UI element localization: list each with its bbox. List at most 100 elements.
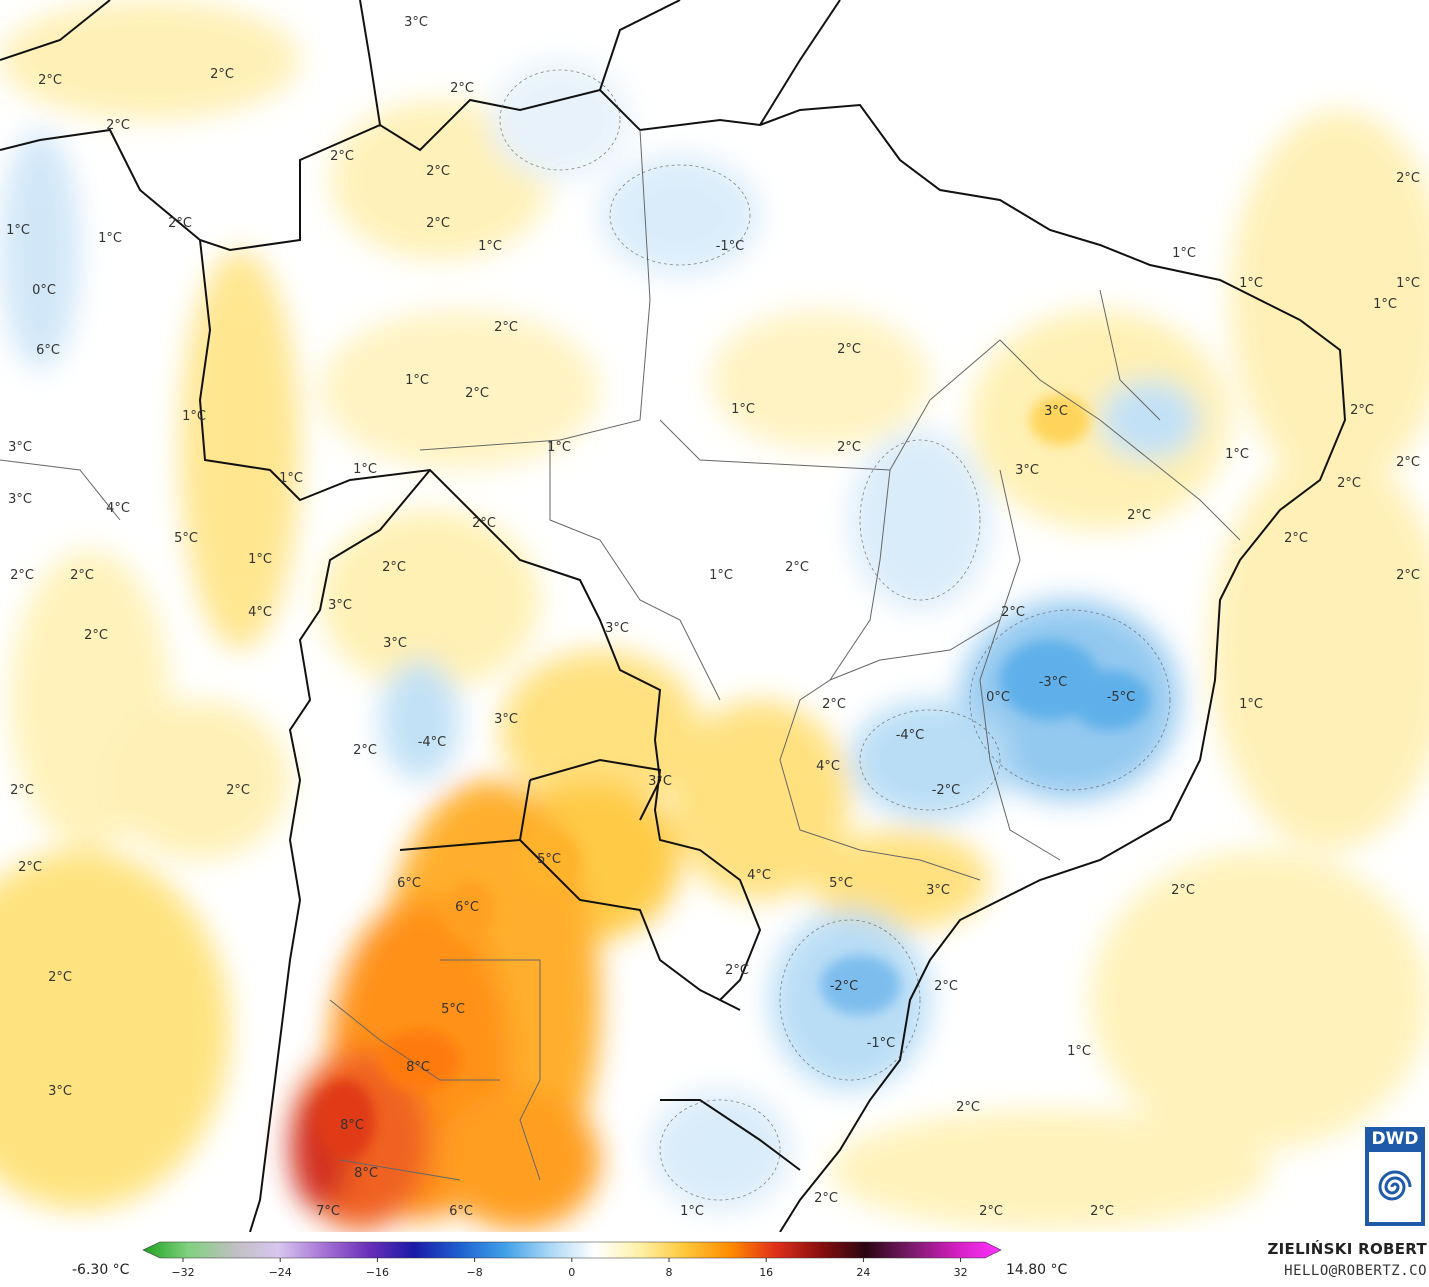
temperature-label: 4°C — [816, 759, 840, 774]
temperature-label: 2°C — [210, 67, 234, 82]
temperature-label: 2°C — [494, 320, 518, 335]
temperature-label: 2°C — [465, 386, 489, 401]
temperature-label: -2°C — [932, 783, 961, 798]
temperature-label: 4°C — [248, 605, 272, 620]
temperature-label: -2°C — [830, 979, 859, 994]
colorbar-tick-label: 8 — [666, 1266, 673, 1279]
temperature-label: 2°C — [1090, 1204, 1114, 1219]
temperature-label: 8°C — [354, 1166, 378, 1181]
temperature-label: 1°C — [1239, 276, 1263, 291]
temperature-label: 2°C — [353, 743, 377, 758]
temperature-label: 7°C — [316, 1204, 340, 1219]
temperature-label: 3°C — [1015, 463, 1039, 478]
temperature-label: 3°C — [1044, 404, 1068, 419]
temperature-label: 2°C — [48, 970, 72, 985]
temperature-label: 6°C — [397, 876, 421, 891]
temperature-label: 2°C — [426, 164, 450, 179]
temperature-label: 1°C — [547, 440, 571, 455]
temperature-label: 3°C — [8, 492, 32, 507]
temperature-label: 2°C — [1396, 171, 1420, 186]
temperature-label: -5°C — [1107, 690, 1136, 705]
temperature-label: 3°C — [383, 636, 407, 651]
temperature-label: 1°C — [709, 568, 733, 583]
temperature-label: 1°C — [405, 373, 429, 388]
author-credit: ZIELIŃSKI ROBERT — [1267, 1240, 1427, 1258]
temperature-label: 2°C — [330, 149, 354, 164]
temperature-label: 3°C — [404, 15, 428, 30]
temperature-label: 1°C — [680, 1204, 704, 1219]
colorbar-tick-label: 32 — [954, 1266, 968, 1279]
temperature-label: 2°C — [725, 963, 749, 978]
anomaly-detail — [315, 395, 1150, 1160]
temperature-label: 1°C — [731, 402, 755, 417]
temperature-label: 3°C — [926, 883, 950, 898]
temperature-label: 2°C — [814, 1191, 838, 1206]
legend-bar: -6.30 °C 14.80 °C −32 −24 −16 −8 0 8 16 24 32 — [0, 1232, 1429, 1287]
temperature-anomaly-map: 3°C 2°C 2°C 2°C 2°C 2°C 2°C 2°C 1°C 1°C 2°C 1°C -1°C… — [0, 0, 1429, 1232]
colorbar: −32 −24 −16 −8 0 8 16 24 32 — [142, 1241, 1002, 1279]
temperature-label: 2°C — [785, 560, 809, 575]
temperature-label: 2°C — [934, 979, 958, 994]
author-email: HELLO@ROBERTZ.CO — [1284, 1263, 1427, 1279]
temperature-label: 2°C — [979, 1204, 1003, 1219]
colorbar-ticks: −32 −24 −16 −8 0 8 16 24 32 — [171, 1258, 968, 1279]
temperature-label: 3°C — [8, 440, 32, 455]
temperature-label: 4°C — [747, 868, 771, 883]
temperature-label: 2°C — [450, 81, 474, 96]
dwd-swirl-icon — [1369, 1152, 1421, 1222]
temperature-label: 4°C — [106, 501, 130, 516]
temperature-label: 6°C — [36, 343, 60, 358]
temperature-label: 2°C — [1396, 455, 1420, 470]
temperature-label: 1°C — [1373, 297, 1397, 312]
borders — [0, 0, 1347, 1232]
temperature-label: 6°C — [449, 1204, 473, 1219]
contour-dashes — [499, 69, 1171, 1201]
temperature-label: 6°C — [455, 900, 479, 915]
temperature-label: 1°C — [1225, 447, 1249, 462]
colorbar-tick-label: 0 — [568, 1266, 575, 1279]
temperature-label: 5°C — [174, 531, 198, 546]
dwd-logo-text: DWD — [1371, 1129, 1419, 1149]
temperature-label: 2°C — [10, 568, 34, 583]
temperature-label: 3°C — [605, 621, 629, 636]
temperature-label: 2°C — [1284, 531, 1308, 546]
temperature-label: 1°C — [353, 462, 377, 477]
temperature-label: -4°C — [418, 735, 447, 750]
temperature-label: 1°C — [1067, 1044, 1091, 1059]
temperature-label: 8°C — [406, 1060, 430, 1075]
temperature-label: 5°C — [829, 876, 853, 891]
colorbar-tick-label: −24 — [269, 1266, 292, 1279]
temperature-label: 2°C — [226, 783, 250, 798]
temperature-label: 3°C — [48, 1084, 72, 1099]
temperature-label: 1°C — [6, 223, 30, 238]
temperature-label: 1°C — [1239, 697, 1263, 712]
temperature-label: -4°C — [896, 728, 925, 743]
temperature-label: 1°C — [248, 552, 272, 567]
temperature-label: 2°C — [382, 560, 406, 575]
temperature-label: 2°C — [38, 73, 62, 88]
temperature-label: 1°C — [279, 471, 303, 486]
colorbar-shape — [142, 1241, 1002, 1259]
temperature-label: 2°C — [472, 516, 496, 531]
temperature-label: 3°C — [648, 774, 672, 789]
temperature-label: 8°C — [340, 1118, 364, 1133]
colorbar-tick-label: −32 — [171, 1266, 194, 1279]
temperature-label: 1°C — [182, 409, 206, 424]
state-borders — [0, 129, 1241, 1181]
temperature-label: 5°C — [441, 1002, 465, 1017]
temperature-label: -1°C — [716, 239, 745, 254]
temperature-label: 2°C — [10, 783, 34, 798]
temperature-label: 1°C — [1396, 276, 1420, 291]
temperature-label: 2°C — [106, 118, 130, 133]
temperature-label: 3°C — [328, 598, 352, 613]
temperature-label: 1°C — [98, 231, 122, 246]
temperature-label: 2°C — [1171, 883, 1195, 898]
legend-max-label: 14.80 °C — [1006, 1262, 1068, 1278]
temperature-label: -3°C — [1039, 675, 1068, 690]
temperature-label: 0°C — [32, 283, 56, 298]
colorbar-tick-label: −16 — [366, 1266, 389, 1279]
temperature-label: 3°C — [494, 712, 518, 727]
temperature-label: 2°C — [1001, 605, 1025, 620]
temperature-label: 2°C — [70, 568, 94, 583]
colorbar-tick-label: 16 — [759, 1266, 773, 1279]
